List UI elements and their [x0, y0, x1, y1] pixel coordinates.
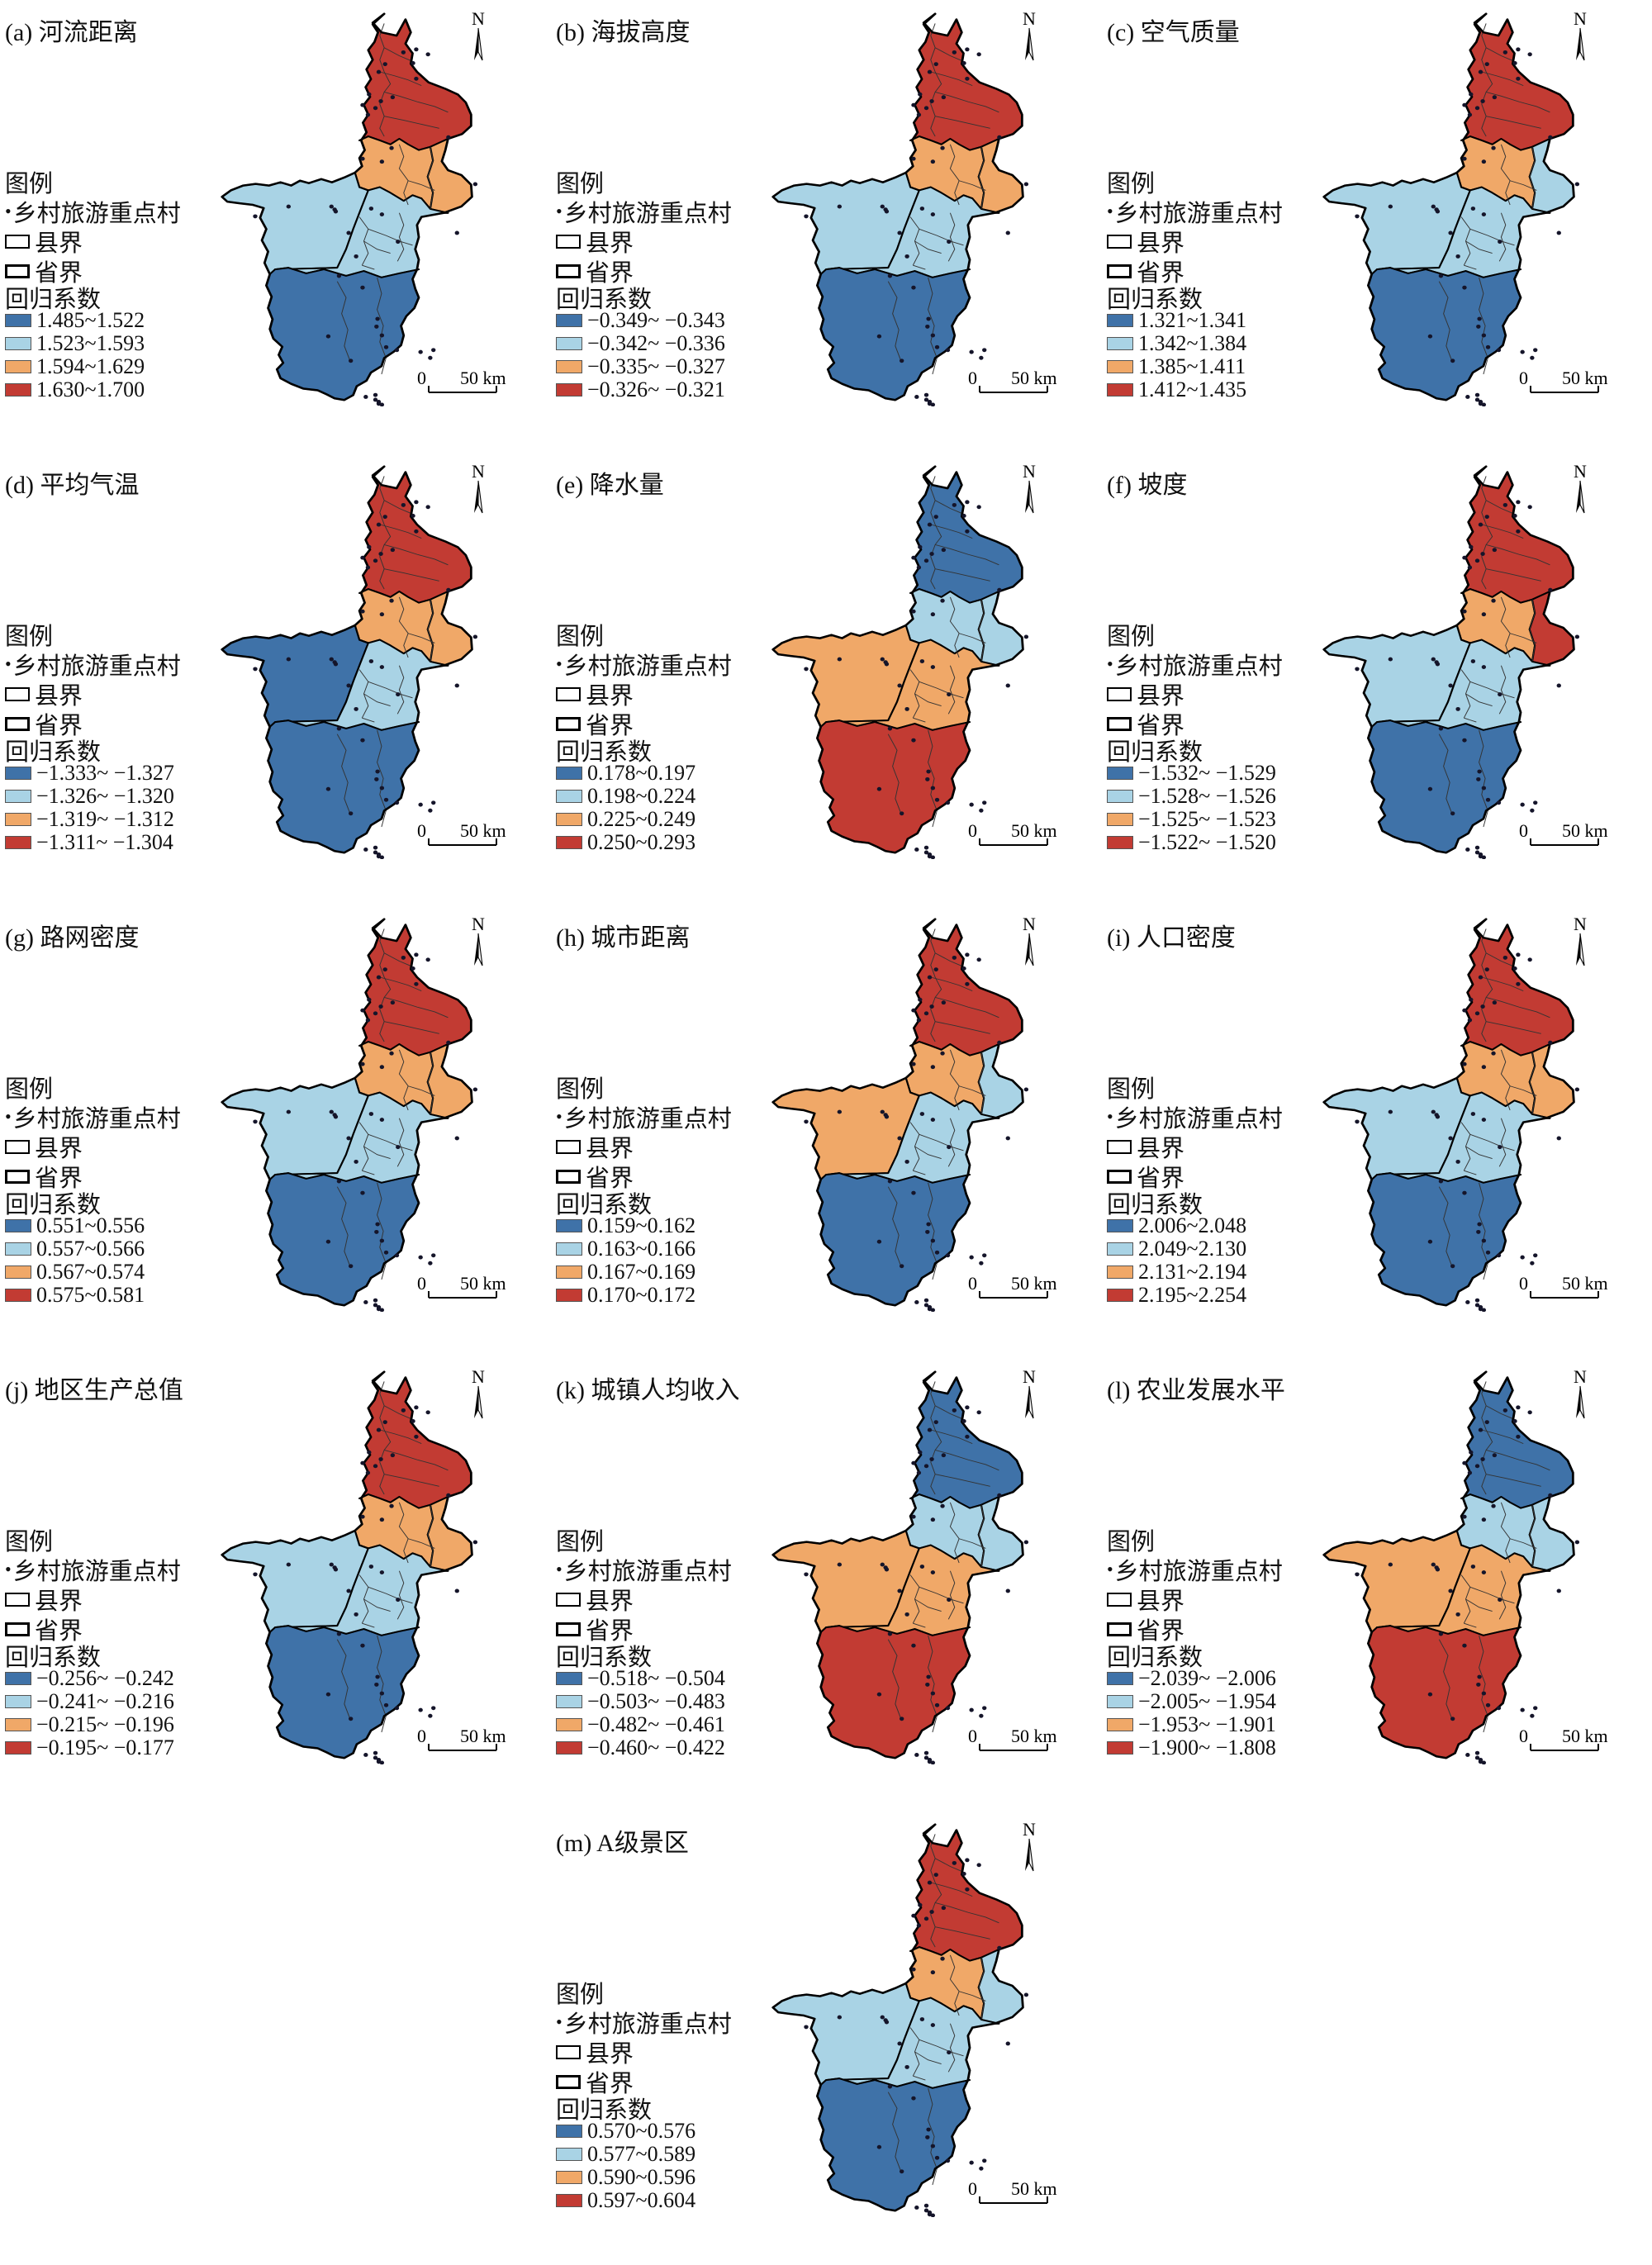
- svg-text:N: N: [1023, 1369, 1036, 1387]
- svg-text:N: N: [472, 1369, 485, 1387]
- svg-text:50 km: 50 km: [460, 1728, 506, 1746]
- svg-text:N: N: [1023, 463, 1036, 482]
- svg-text:50 km: 50 km: [1011, 1275, 1057, 1294]
- svg-text:50 km: 50 km: [460, 823, 506, 841]
- svg-text:N: N: [1574, 463, 1587, 482]
- svg-text:50 km: 50 km: [1011, 1728, 1057, 1746]
- svg-text:50 km: 50 km: [1562, 1275, 1608, 1294]
- svg-text:0: 0: [417, 370, 426, 388]
- svg-text:50 km: 50 km: [1011, 370, 1057, 388]
- svg-text:N: N: [472, 463, 485, 482]
- svg-text:50 km: 50 km: [1011, 823, 1057, 841]
- svg-text:0: 0: [968, 370, 977, 388]
- svg-text:N: N: [1023, 916, 1036, 934]
- svg-text:0: 0: [417, 1275, 426, 1294]
- svg-text:50 km: 50 km: [1562, 823, 1608, 841]
- svg-text:0: 0: [417, 823, 426, 841]
- svg-text:N: N: [1574, 916, 1587, 934]
- svg-text:0: 0: [1519, 370, 1528, 388]
- svg-text:0: 0: [1519, 1728, 1528, 1746]
- svg-text:N: N: [472, 11, 485, 29]
- svg-text:N: N: [472, 916, 485, 934]
- svg-text:50 km: 50 km: [460, 370, 506, 388]
- svg-text:0: 0: [1519, 1275, 1528, 1294]
- svg-text:50 km: 50 km: [1562, 370, 1608, 388]
- svg-text:N: N: [1574, 11, 1587, 29]
- svg-text:0: 0: [968, 1275, 977, 1294]
- svg-text:0: 0: [1519, 823, 1528, 841]
- svg-text:50 km: 50 km: [1562, 1728, 1608, 1746]
- svg-text:50 km: 50 km: [1011, 2181, 1057, 2199]
- svg-text:N: N: [1023, 11, 1036, 29]
- svg-text:0: 0: [968, 1728, 977, 1746]
- svg-text:50 km: 50 km: [460, 1275, 506, 1294]
- svg-text:0: 0: [968, 2181, 977, 2199]
- svg-text:0: 0: [968, 823, 977, 841]
- svg-text:N: N: [1574, 1369, 1587, 1387]
- svg-text:0: 0: [417, 1728, 426, 1746]
- svg-text:N: N: [1023, 1821, 1036, 1840]
